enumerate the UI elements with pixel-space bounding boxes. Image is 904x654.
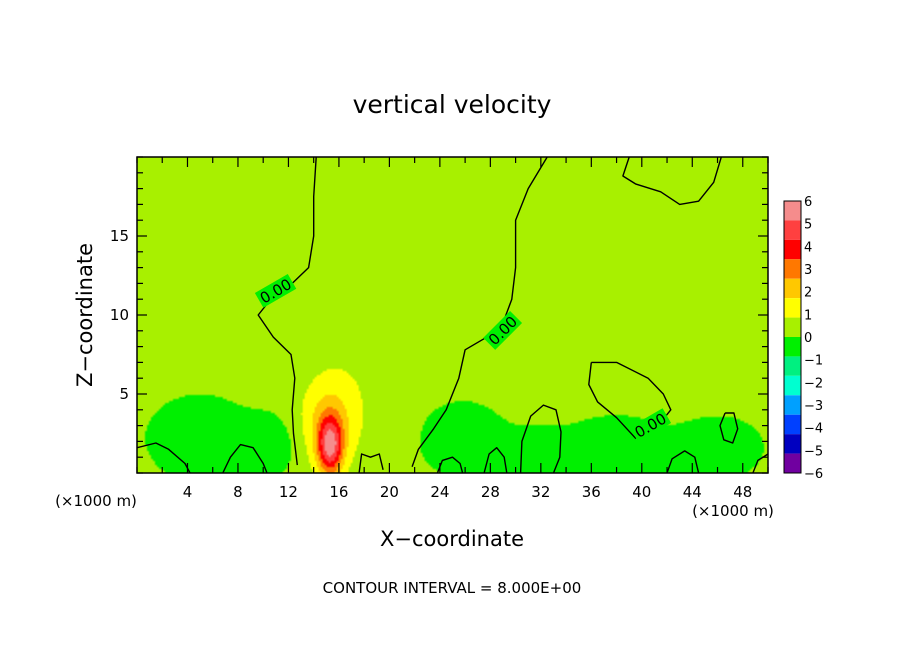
colorbar-swatch: [784, 356, 801, 376]
contour-layer: [137, 157, 768, 473]
contour-line: [719, 412, 739, 444]
contour-line: [436, 456, 464, 473]
colorbar-swatch: [784, 453, 801, 473]
colorbar-label: −2: [804, 376, 823, 391]
x-tick-label: 36: [582, 483, 601, 501]
colorbar-swatch: [784, 434, 801, 454]
contour-label-bg: [629, 408, 672, 443]
contour-line: [257, 157, 317, 466]
contour-line: [137, 442, 191, 473]
x-tick-label: 20: [380, 483, 399, 501]
colorbar-swatch: [784, 337, 801, 357]
x-tick-label: 28: [481, 483, 500, 501]
contour-label-bg: [483, 311, 523, 350]
contour-label-bg: [254, 274, 297, 308]
x-unit-label: (×1000 m): [692, 502, 774, 520]
colorbar-label: 2: [804, 286, 812, 301]
contour-interval-note: CONTOUR INTERVAL = 8.000E+00: [323, 579, 582, 597]
y-unit-label: (×1000 m): [55, 492, 137, 510]
y-tick-label: 5: [119, 385, 129, 403]
x-tick-label: 44: [683, 483, 702, 501]
colorbar-label: −3: [804, 399, 823, 414]
x-tick-label: 16: [329, 483, 348, 501]
contour-line: [483, 447, 508, 473]
x-tick-label: 8: [233, 483, 243, 501]
x-axis: 4 8 12 16 20 24 28 32 36 40 44 48: [136, 157, 769, 501]
colorbar-label: −4: [804, 422, 823, 437]
colorbar-swatch: [784, 278, 801, 299]
contour-label-layer: 0.000.000.00: [254, 274, 672, 443]
colorbar-label: 1: [804, 308, 812, 323]
contour-line: [622, 157, 722, 206]
colorbar-swatch: [784, 220, 801, 240]
colorbar-swatch: [784, 239, 801, 260]
y-axis: 5 10 15: [110, 156, 768, 474]
x-tick-label: 12: [279, 483, 298, 501]
colorbar-label: 4: [804, 240, 812, 255]
x-axis-title: X−coordinate: [380, 527, 524, 551]
x-tick-label: 32: [531, 483, 550, 501]
colorbar: 6 5 4 3 2 1 0 −1 −2 −3 −4 −5 −6: [783, 195, 823, 482]
velocity-field: [137, 157, 768, 473]
colorbar-label: 6: [804, 195, 812, 210]
contour-line: [666, 450, 700, 473]
chart-title: vertical velocity: [353, 90, 552, 119]
y-tick-label: 15: [110, 227, 129, 245]
colorbar-frame: [783, 200, 802, 474]
colorbar-label: 3: [804, 263, 812, 278]
colorbar-swatch: [784, 395, 801, 415]
y-axis-title: Z−coordinate: [73, 243, 97, 387]
colorbar-swatch: [784, 259, 801, 279]
colorbar-label: −5: [804, 444, 823, 459]
x-tick-label: 40: [632, 483, 651, 501]
x-tick-label: 48: [733, 483, 752, 501]
colorbar-label: 0: [804, 331, 812, 346]
colorbar-swatch: [784, 201, 801, 221]
x-tick-label: 24: [430, 483, 449, 501]
contour-line: [222, 443, 268, 473]
contour-line: [358, 453, 384, 473]
colorbar-swatch: [784, 317, 801, 337]
contour-line: [752, 453, 768, 473]
contour-line: [519, 404, 562, 473]
colorbar-label: −1: [804, 354, 823, 369]
y-tick-label: 10: [110, 306, 129, 324]
colorbar-swatch: [784, 414, 801, 435]
x-tick-label: 4: [183, 483, 193, 501]
colorbar-label: 5: [804, 218, 812, 233]
colorbar-swatch: [784, 298, 801, 318]
colorbar-label: −6: [804, 467, 823, 482]
colorbar-swatch: [784, 375, 801, 396]
